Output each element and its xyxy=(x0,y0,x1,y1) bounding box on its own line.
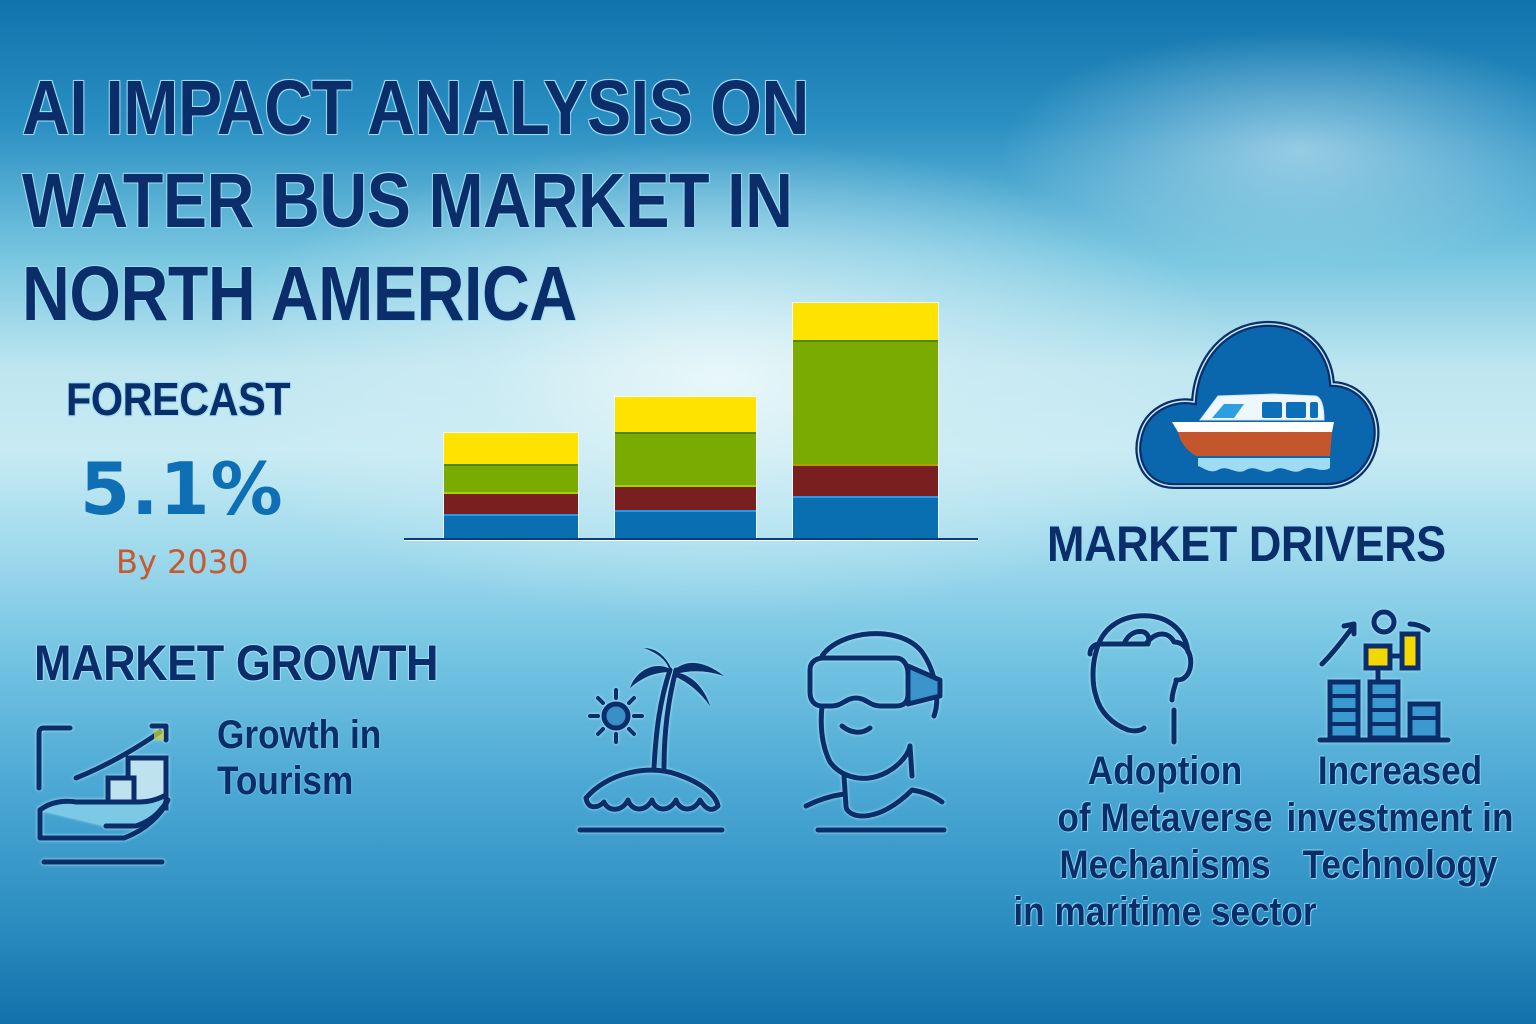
title-line-1: AI IMPACT ANALYSIS ON xyxy=(22,65,809,151)
cloud-water-bus-icon xyxy=(1134,318,1380,495)
bar-segment-green xyxy=(615,432,756,485)
stacked-bar-chart xyxy=(404,290,978,542)
chart-bar-2 xyxy=(615,397,756,538)
forecast-year: By 2030 xyxy=(116,543,249,581)
bar-segment-blue xyxy=(793,496,938,538)
forecast-value: 5.1% xyxy=(80,447,284,531)
bar-segment-blue xyxy=(615,510,756,538)
bar-segment-yellow xyxy=(444,433,578,464)
chart-bar-3 xyxy=(793,303,938,538)
bar-segment-red xyxy=(444,492,578,514)
bar-segment-green xyxy=(444,464,578,492)
chart-baseline xyxy=(404,538,978,540)
bar-segment-green xyxy=(793,340,938,464)
chart-bar-1 xyxy=(444,433,578,538)
title-line-2: WATER BUS MARKET IN xyxy=(22,158,793,244)
growth-in-tourism-label: Growth in Tourism xyxy=(217,712,381,804)
bar-segment-yellow xyxy=(615,397,756,432)
driver-investment-label: Increased investment in Technology xyxy=(1268,748,1532,889)
tropical-island-icon xyxy=(576,640,726,841)
bar-segment-yellow xyxy=(793,303,938,340)
title-line-3: NORTH AMERICA xyxy=(22,251,577,337)
vr-headset-person-icon xyxy=(800,626,950,841)
driver-metaverse-label: Adoption of Metaverse Mechanisms in mari… xyxy=(1007,748,1324,936)
bar-segment-red xyxy=(615,485,756,510)
market-growth-heading: MARKET GROWTH xyxy=(34,635,439,691)
page-title: AI IMPACT ANALYSIS ON WATER BUS MARKET I… xyxy=(22,62,809,341)
driver2-line-1: Increased xyxy=(1317,749,1483,793)
driver1-line-3: Mechanisms xyxy=(1059,843,1271,887)
driver1-line-2: of Metaverse xyxy=(1057,796,1273,840)
investment-buildings-icon xyxy=(1317,608,1452,749)
growth-label-line-1: Growth in xyxy=(217,713,382,757)
driver1-line-4: in maritime sector xyxy=(1013,890,1317,934)
growth-label-line-2: Tourism xyxy=(217,759,354,803)
vr-head-icon xyxy=(1082,612,1194,753)
bar-segment-red xyxy=(793,464,938,496)
market-drivers-heading: MARKET DRIVERS xyxy=(1047,516,1446,572)
driver2-line-3: Technology xyxy=(1302,843,1498,887)
hand-growth-chart-icon xyxy=(36,722,172,877)
bar-segment-blue xyxy=(444,514,578,538)
forecast-label: FORECAST xyxy=(66,373,291,425)
driver1-line-1: Adoption xyxy=(1087,749,1243,793)
driver2-line-2: investment in xyxy=(1286,796,1514,840)
